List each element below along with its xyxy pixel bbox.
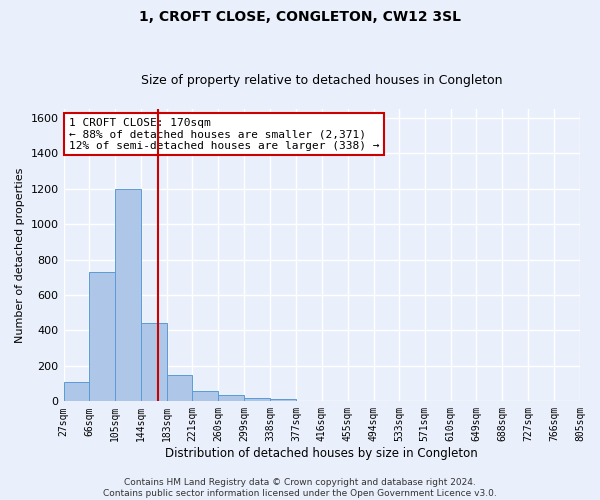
Title: Size of property relative to detached houses in Congleton: Size of property relative to detached ho… [141, 74, 503, 87]
Bar [270, 399, 296, 402]
Bar [89, 272, 115, 402]
Text: Contains HM Land Registry data © Crown copyright and database right 2024.
Contai: Contains HM Land Registry data © Crown c… [103, 478, 497, 498]
Bar [193, 390, 218, 402]
Bar [167, 375, 193, 402]
Text: 1, CROFT CLOSE, CONGLETON, CW12 3SL: 1, CROFT CLOSE, CONGLETON, CW12 3SL [139, 10, 461, 24]
Y-axis label: Number of detached properties: Number of detached properties [15, 168, 25, 343]
X-axis label: Distribution of detached houses by size in Congleton: Distribution of detached houses by size … [166, 447, 478, 460]
Bar [218, 395, 244, 402]
Bar [64, 382, 89, 402]
Bar [244, 398, 270, 402]
Bar [115, 188, 141, 402]
Bar [141, 324, 167, 402]
Text: 1 CROFT CLOSE: 170sqm
← 88% of detached houses are smaller (2,371)
12% of semi-d: 1 CROFT CLOSE: 170sqm ← 88% of detached … [69, 118, 379, 151]
